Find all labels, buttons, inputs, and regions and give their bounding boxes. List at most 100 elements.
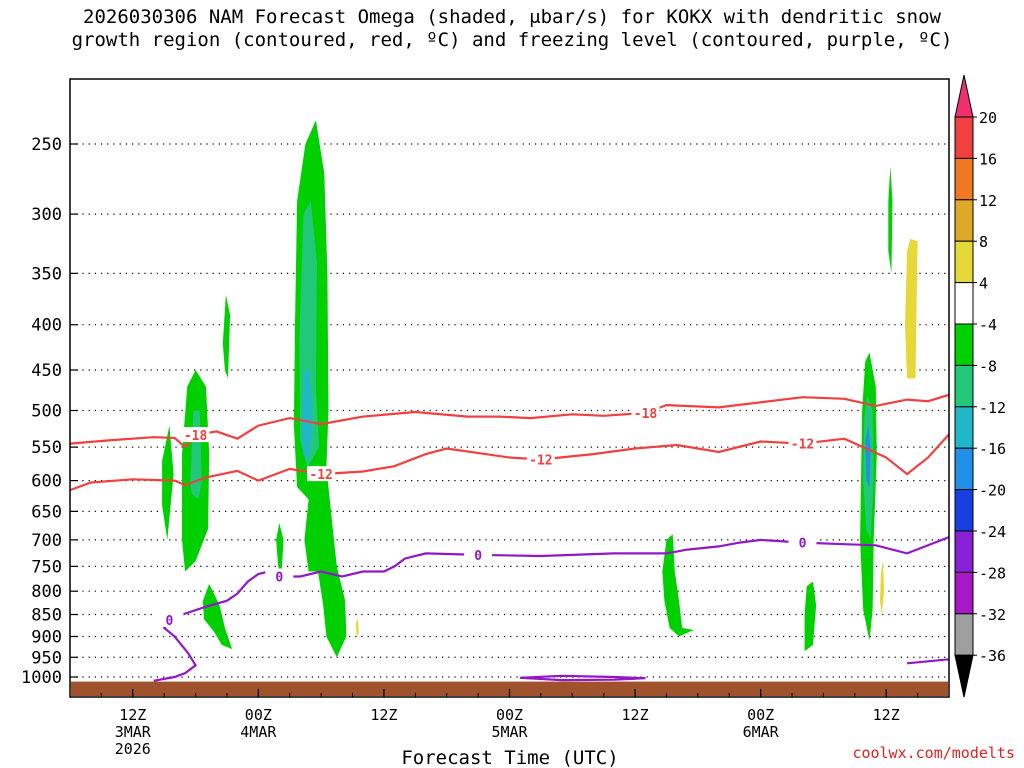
y-tick-label-850: 850 xyxy=(31,606,62,626)
colorbar-bottom-arrow xyxy=(954,654,974,698)
omega-region-14 xyxy=(888,166,893,274)
freezing-contour-2 xyxy=(906,658,950,665)
colorbar-label-1: 16 xyxy=(979,150,997,168)
x-tick-label-5-1: 6MAR xyxy=(743,723,780,741)
contour-label-d18a: -18 xyxy=(184,429,208,444)
omega-region-17 xyxy=(879,561,885,615)
y-tick-label-750: 750 xyxy=(31,557,62,577)
dendritic-contour--18 xyxy=(69,393,950,449)
contour-lines: -18 -18 -12 -12 -12 0 0 0 0 xyxy=(69,393,950,682)
colorbar-swatch-5 xyxy=(954,282,974,325)
colorbar-swatch-9 xyxy=(954,447,974,491)
x-tick-label-5-0: 00Z xyxy=(747,706,774,724)
colorbar: 20 16 12 8 4 -4 -8 -12 -16 -20 -24 -28 -32 -36 xyxy=(954,74,1006,698)
x-tick-label-3-1: 5MAR xyxy=(491,723,528,741)
colorbar-swatch-12 xyxy=(954,571,974,615)
freezing-contour-0 xyxy=(153,536,950,682)
x-axis-label: Forecast Time (UTC) xyxy=(401,747,618,768)
omega-region-8 xyxy=(301,370,313,461)
colorbar-swatch-13 xyxy=(954,613,974,656)
watermark-url: coolwx.com/modelts xyxy=(852,744,1015,762)
contour-label-d12b: -12 xyxy=(529,454,552,469)
y-tick-label-550: 550 xyxy=(31,438,62,458)
contour-label-bg-d18a xyxy=(181,427,210,443)
x-tick-label-3-0: 00Z xyxy=(496,706,523,724)
contour-label-bg-f01 xyxy=(464,546,493,562)
contour-label-d12a: -12 xyxy=(309,468,332,483)
colorbar-swatch-1 xyxy=(954,116,974,159)
omega-region-13 xyxy=(865,425,871,487)
x-tick-label-1-0: 00Z xyxy=(245,706,272,724)
y-tick-label-1000: 1000 xyxy=(21,668,62,688)
contour-label-bg-f00 xyxy=(265,568,294,584)
colorbar-label-10: -24 xyxy=(979,523,1006,541)
omega-region-0 xyxy=(162,425,174,540)
x-tick-label-2-0: 12Z xyxy=(370,706,397,724)
y-tick-label-900: 900 xyxy=(31,627,62,647)
terrain-strip xyxy=(71,681,948,696)
colorbar-label-4: 4 xyxy=(979,275,988,293)
colorbar-label-7: -12 xyxy=(979,399,1006,417)
chart-title: 2026030306 NAM Forecast Omega (shaded, μ… xyxy=(0,6,1024,52)
x-tick-label-0-2: 2026 xyxy=(115,740,151,758)
contour-label-bg-d18b xyxy=(631,404,660,420)
terrain-bar xyxy=(71,681,948,696)
omega-region-5 xyxy=(276,523,284,577)
colorbar-label-11: -28 xyxy=(979,564,1006,582)
colorbar-swatch-7 xyxy=(954,364,974,408)
contour-label-d12c: -12 xyxy=(791,438,814,453)
y-tick-label-700: 700 xyxy=(31,531,62,551)
omega-shading xyxy=(162,120,918,658)
x-tick-label-0-1: 3MAR xyxy=(115,723,152,741)
colorbar-label-0: 20 xyxy=(979,109,997,127)
y-axis-ticks: 2503003504004505005506006507007508008509… xyxy=(21,135,78,688)
contour-label-f01: 0 xyxy=(474,549,482,564)
contour-label-bg-d12a xyxy=(307,466,336,482)
chart-title-line-2: growth region (contoured, red, ºC) and f… xyxy=(71,29,953,51)
y-tick-label-350: 350 xyxy=(31,264,62,284)
colorbar-label-9: -20 xyxy=(979,482,1006,500)
colorbar-swatch-2 xyxy=(954,157,974,201)
y-tick-label-500: 500 xyxy=(31,402,62,422)
omega-region-3 xyxy=(202,583,233,650)
x-tick-label-6-0: 12Z xyxy=(873,706,900,724)
dendritic-contour--12 xyxy=(69,433,950,492)
y-tick-label-650: 650 xyxy=(31,502,62,522)
freezing-contour-1 xyxy=(519,674,646,682)
contour-label-bg-f03 xyxy=(155,611,184,627)
y-tick-label-250: 250 xyxy=(31,135,62,155)
omega-region-16 xyxy=(355,619,359,637)
x-tick-label-0-0: 12Z xyxy=(119,706,146,724)
omega-region-10 xyxy=(804,581,817,652)
y-tick-label-800: 800 xyxy=(31,582,62,602)
y-tick-label-450: 450 xyxy=(31,361,62,381)
colorbar-label-12: -32 xyxy=(979,606,1006,624)
colorbar-label-3: 8 xyxy=(979,233,988,251)
colorbar-swatch-4 xyxy=(954,240,974,284)
contour-label-d18b: -18 xyxy=(634,407,658,422)
omega-region-9 xyxy=(662,534,694,637)
omega-region-4 xyxy=(222,294,231,379)
colorbar-label-6: -8 xyxy=(979,357,997,375)
colorbar-swatch-3 xyxy=(954,199,974,242)
contour-label-bg-d12b xyxy=(526,451,555,467)
contour-label-f02: 0 xyxy=(799,537,807,552)
x-tick-label-1-1: 4MAR xyxy=(240,723,277,741)
chart-title-line-1: 2026030306 NAM Forecast Omega (shaded, μ… xyxy=(83,6,941,28)
contour-label-bg-d12c xyxy=(788,435,817,451)
colorbar-swatch-6 xyxy=(954,323,974,366)
omega-region-15 xyxy=(905,238,918,379)
y-tick-label-600: 600 xyxy=(31,472,62,492)
colorbar-swatch-8 xyxy=(954,406,974,449)
y-tick-label-950: 950 xyxy=(31,648,62,668)
contour-label-f03: 0 xyxy=(165,614,173,629)
colorbar-label-8: -16 xyxy=(979,440,1006,458)
colorbar-label-13: -36 xyxy=(979,647,1006,665)
colorbar-top-arrow xyxy=(954,74,974,118)
colorbar-swatch-10 xyxy=(954,489,974,532)
x-tick-label-4-0: 12Z xyxy=(622,706,649,724)
colorbar-label-2: 12 xyxy=(979,192,997,210)
y-tick-label-300: 300 xyxy=(31,205,62,225)
contour-label-f00: 0 xyxy=(275,571,283,586)
